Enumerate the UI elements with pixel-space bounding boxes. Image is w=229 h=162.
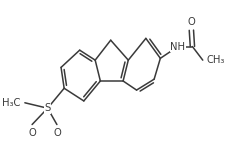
Text: O: O (53, 128, 60, 139)
Text: S: S (44, 103, 51, 113)
Text: O: O (28, 128, 36, 139)
Text: O: O (187, 17, 194, 27)
Text: NH: NH (170, 41, 185, 52)
Text: H₃C: H₃C (2, 98, 20, 108)
Text: CH₃: CH₃ (206, 55, 224, 65)
